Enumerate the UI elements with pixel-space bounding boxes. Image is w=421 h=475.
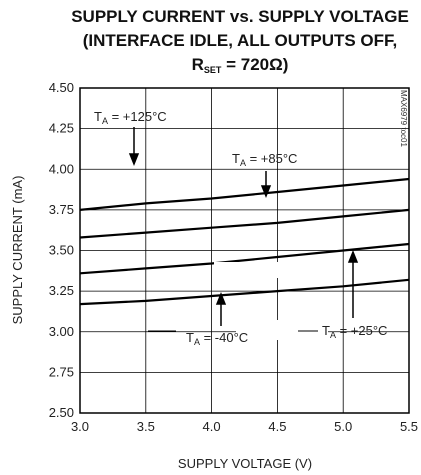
y-tick-label: 4.50 [49,80,74,95]
x-tick-label: 5.5 [400,419,418,434]
arrowhead-ta-85 [260,185,272,199]
x-axis-label: SUPPLY VOLTAGE (V) [178,456,312,471]
y-tick-label: 2.50 [49,405,74,420]
title-r: R [192,55,204,74]
x-tick-labels: 3.0 3.5 4.0 4.5 5.0 5.5 [71,419,418,434]
series-lines [79,177,410,306]
x-tick-label: 3.5 [137,419,155,434]
y-tick-label: 2.75 [49,364,74,379]
series-line-0 [79,177,410,211]
title-r-value: = 720Ω) [221,55,288,74]
y-tick-label: 3.50 [49,243,74,258]
x-tick-label: 5.0 [334,419,352,434]
x-tick-label: 3.0 [71,419,89,434]
annotation-ta-minus-40: TA = -40°C [186,330,248,347]
x-tick-label: 4.5 [268,419,286,434]
y-tick-labels: 2.50 2.75 3.00 3.25 3.50 3.75 4.00 4.25 4.50 [49,80,74,420]
annotation-arrows [128,127,359,326]
series-line-2 [79,242,410,275]
grid [79,87,410,414]
watermark: MAX6979 toc01 [399,90,408,147]
annotation-ta-25: TA = +25°C [322,323,387,340]
title-r-subscript: SET [204,65,222,75]
annotation-ta-125: TA = +125°C [94,109,167,126]
series-line-1 [79,208,410,239]
x-tick-label: 4.0 [203,419,221,434]
series-line-3 [79,278,410,306]
y-tick-label: 4.25 [49,121,74,136]
y-tick-label: 3.75 [49,202,74,217]
y-tick-label: 3.25 [49,283,74,298]
y-tick-label: 3.00 [49,324,74,339]
arrowhead-ta-125 [128,153,140,167]
chart-title-line-1: SUPPLY CURRENT vs. SUPPLY VOLTAGE [71,7,409,26]
y-axis-label: SUPPLY CURRENT (mA) [10,176,25,325]
annotation-ta-85: TA = +85°C [232,151,297,168]
chart-title-line-2: (INTERFACE IDLE, ALL OUTPUTS OFF, [83,31,398,50]
chart-title-line-3: RSET = 720Ω) [192,55,289,75]
arrowhead-ta-25 [347,249,359,263]
plot-frame [79,87,410,414]
arrowhead-ta-minus-40 [215,291,227,305]
y-tick-label: 4.00 [49,161,74,176]
